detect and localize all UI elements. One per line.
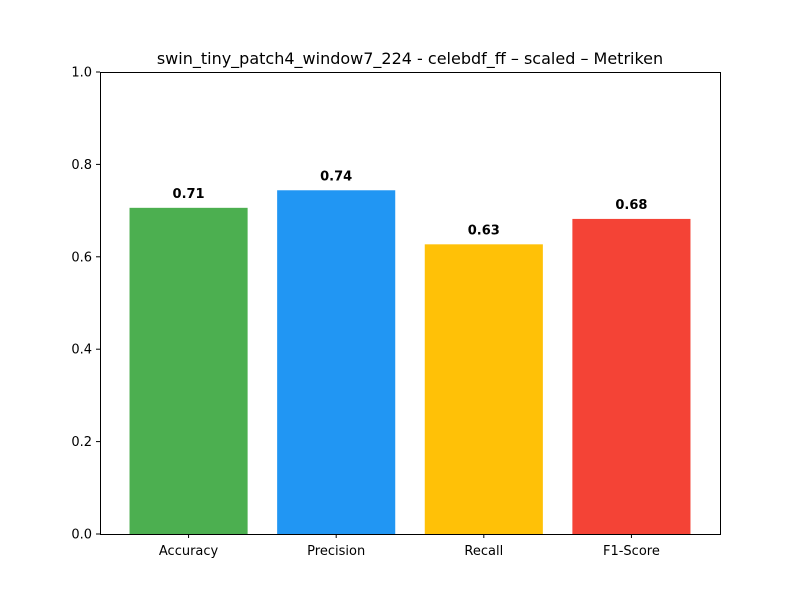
plot-frame xyxy=(100,72,721,535)
bar-f1-score xyxy=(572,218,691,534)
y-tick-label: 1.0 xyxy=(71,66,92,81)
chart-title: swin_tiny_patch4_window7_224 - celebdf_f… xyxy=(157,49,663,69)
bar-recall xyxy=(424,244,543,535)
data-label: 0.63 xyxy=(468,223,500,238)
bars-layer xyxy=(129,190,691,535)
x-tick-label: Accuracy xyxy=(159,544,219,559)
x-axis: Accuracy Precision Recall F1-Score xyxy=(159,534,660,559)
y-tick-label: 0.0 xyxy=(71,528,92,543)
y-axis: 0.0 0.2 0.4 0.6 0.8 1.0 xyxy=(71,66,100,543)
data-labels-layer: 0.71 0.74 0.63 0.68 xyxy=(173,169,648,238)
data-label: 0.68 xyxy=(615,198,647,213)
bar-precision xyxy=(277,190,396,534)
x-tick-label: F1-Score xyxy=(603,544,660,559)
data-label: 0.71 xyxy=(173,187,205,202)
x-tick-label: Recall xyxy=(464,544,503,559)
y-tick-label: 0.6 xyxy=(71,250,92,265)
x-tick-label: Precision xyxy=(307,544,365,559)
data-label: 0.74 xyxy=(320,169,352,184)
y-tick-label: 0.4 xyxy=(71,343,92,358)
y-tick-label: 0.2 xyxy=(71,435,92,450)
y-tick-label: 0.8 xyxy=(71,158,92,173)
bar-accuracy xyxy=(129,207,248,534)
